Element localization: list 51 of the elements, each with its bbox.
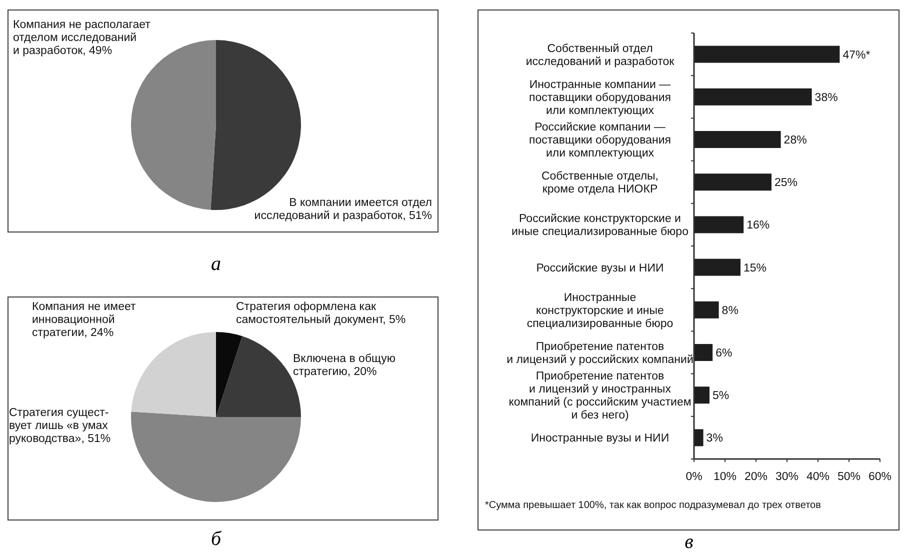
slice-label: Компания не имеет инновационной стратегии, 24%	[32, 301, 136, 339]
data-label: 47%*	[842, 49, 871, 62]
data-label: 38%	[814, 92, 838, 104]
slice-label: Включена в общую стратегию, 20%	[293, 353, 396, 378]
bar	[694, 386, 710, 404]
y-tick-label: Российские вузы и НИИ	[536, 262, 664, 274]
x-tick-label: 50%	[837, 471, 861, 483]
pie-slice	[210, 40, 301, 210]
y-tick-label: Иностранные конструкторские и иные специализированные бюро	[526, 292, 674, 330]
slice-label: Стратегия сущест- вует лишь «в умах руководства», 51%	[9, 407, 111, 445]
y-tick-label: Собственные отделы, кроме отдела НИОКР	[541, 170, 659, 196]
x-tick-label: 40%	[806, 471, 830, 483]
bar	[694, 46, 840, 63]
pie-slice	[131, 412, 301, 502]
data-label: 3%	[706, 432, 723, 445]
x-tick-label: 20%	[744, 471, 768, 483]
y-tick-label: Российские компании — поставщики оборудования или комплектующих	[528, 122, 672, 160]
text: б	[210, 528, 222, 550]
x-tick-label: 0%	[686, 471, 702, 483]
data-label: 5%	[712, 390, 730, 402]
y-tick-label: Приобретение патентов и лицензий у иностранных компаний (с российским участием и без него)	[508, 370, 692, 422]
bar	[694, 131, 781, 148]
x-tick-label: 10%	[713, 471, 737, 483]
pie-slice	[216, 332, 242, 417]
pie-slice	[131, 332, 216, 417]
x-tick-label: 30%	[775, 471, 799, 483]
data-label: 28%	[784, 134, 807, 146]
data-label: 15%	[744, 262, 767, 274]
y-tick-label: Иностранные компании — поставщики оборудования или комплектующих	[528, 78, 672, 117]
y-tick-label: Приобретение патентов и лицензий у российских компаний	[506, 341, 694, 366]
y-tick-label: Иностранные вузы и НИИ	[530, 432, 670, 445]
x-tick-label: 60%	[868, 471, 892, 483]
text: а	[211, 253, 221, 275]
slice-label: В компании имеется отдел исследований и разработок, 51%	[254, 197, 432, 222]
slice-label: Стратегия оформлена как самостоятельный документ, 5%	[236, 301, 406, 326]
bar	[694, 174, 772, 191]
y-tick-label: Российские конструкторские и иные специализированные бюро	[512, 213, 688, 238]
text: *Сумма превышает 100%, так как вопрос подразумевал до трех ответов	[485, 500, 821, 511]
bar	[694, 301, 719, 318]
bar	[694, 216, 744, 234]
bar	[694, 88, 812, 106]
bar	[694, 344, 713, 361]
data-label: 25%	[774, 177, 798, 190]
y-tick-label: Собственный отдел исследований и разработок	[526, 42, 676, 68]
bar	[694, 258, 740, 276]
text: в	[684, 531, 694, 553]
bar	[694, 429, 704, 446]
slice-label: Компания не располагает отделом исследований и разработок, 49%	[13, 19, 152, 57]
data-label: 6%	[716, 348, 732, 360]
data-label: 8%	[722, 304, 738, 317]
data-label: 16%	[746, 220, 770, 232]
